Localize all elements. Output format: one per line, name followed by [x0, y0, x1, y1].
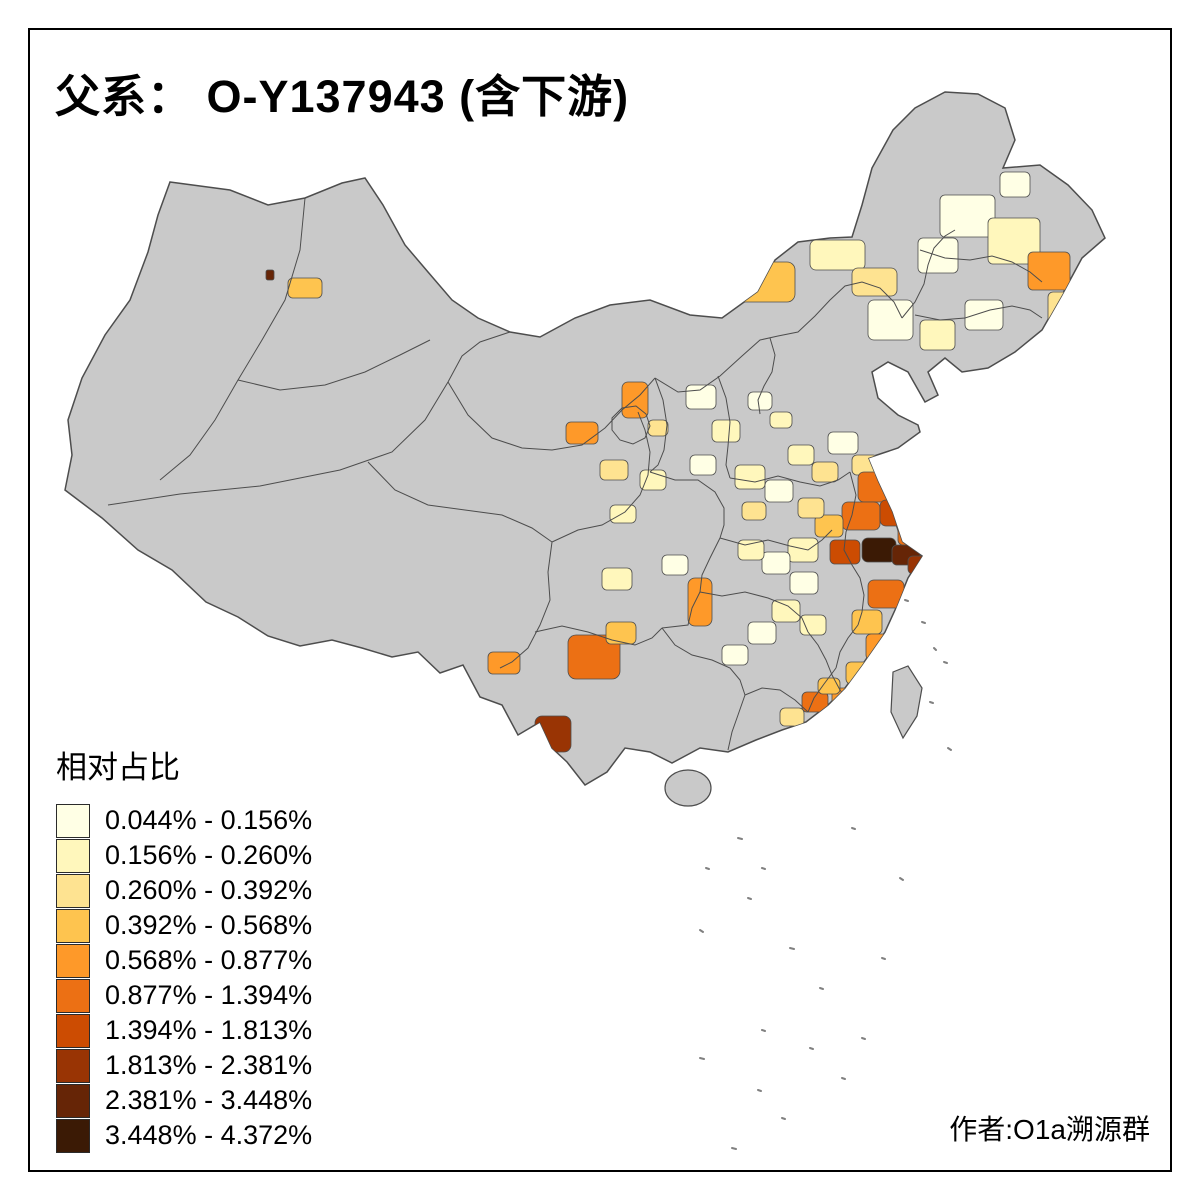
map-region	[689, 454, 717, 476]
map-region	[769, 411, 793, 429]
legend-swatch	[56, 1013, 90, 1048]
legend: 相对占比 0.044% - 0.156% 0.156% - 0.260% 0.2…	[56, 742, 312, 1153]
map-region	[699, 261, 796, 303]
province-borders	[107, 197, 1043, 751]
legend-label: 0.392% - 0.568%	[105, 910, 313, 940]
map-region	[851, 267, 898, 297]
region-yanbian	[1027, 251, 1071, 291]
map-region	[599, 459, 629, 481]
legend-title: 相对占比	[56, 750, 180, 785]
legend-label: 2.381% - 3.448%	[105, 1085, 313, 1115]
legend-label: 1.394% - 1.813%	[105, 1015, 313, 1045]
legend-label: 0.044% - 0.156%	[105, 805, 313, 835]
legend-swatch	[56, 838, 90, 873]
region-shanghai	[907, 555, 933, 575]
map-region	[851, 609, 883, 635]
legend-swatch	[56, 1118, 90, 1153]
legend-row: 0.568% - 0.877%	[56, 943, 312, 978]
map-region	[779, 707, 805, 727]
map-region	[601, 567, 633, 591]
legend-row: 1.394% - 1.813%	[56, 1013, 312, 1048]
legend-swatch	[56, 908, 90, 943]
legend-label: 0.877% - 1.394%	[105, 980, 313, 1010]
legend-swatch	[56, 943, 90, 978]
map-region	[747, 391, 773, 411]
map-region	[605, 621, 637, 645]
map-region	[845, 661, 875, 685]
map-region	[687, 577, 713, 627]
map-region	[487, 651, 521, 675]
map-region	[797, 497, 825, 519]
region-pearl-delta	[801, 691, 829, 713]
map-region	[827, 431, 859, 455]
legend-row: 3.448% - 4.372%	[56, 1118, 312, 1153]
legend-label: 0.260% - 0.392%	[105, 875, 313, 905]
map-region	[964, 299, 1004, 331]
legend-row: 1.813% - 2.381%	[56, 1048, 312, 1083]
legend-swatch	[56, 803, 90, 838]
map-region	[999, 171, 1031, 198]
map-region	[685, 384, 717, 410]
map-region	[711, 419, 741, 443]
map-region	[897, 524, 925, 546]
map-region	[565, 421, 599, 445]
legend-label: 3.448% - 4.372%	[105, 1120, 313, 1150]
legend-label: 1.813% - 2.381%	[105, 1050, 313, 1080]
legend-swatch	[56, 1083, 90, 1118]
map-region	[919, 319, 956, 351]
map-region	[787, 537, 819, 563]
map-region	[879, 499, 915, 527]
map-region	[814, 514, 844, 538]
map-region	[621, 381, 649, 419]
map-region	[789, 571, 819, 595]
map-region	[661, 554, 689, 576]
map-region	[787, 444, 815, 466]
legend-row: 0.877% - 1.394%	[56, 978, 312, 1013]
map-region	[771, 599, 801, 623]
map-region	[761, 551, 791, 575]
map-region	[939, 194, 996, 238]
map-region	[747, 621, 777, 645]
map-region	[609, 504, 637, 524]
map-region	[1047, 291, 1084, 325]
south-china-sea-islands	[699, 599, 952, 1150]
map-region	[721, 644, 749, 666]
legend-swatch	[56, 978, 90, 1013]
legend-row: 2.381% - 3.448%	[56, 1083, 312, 1118]
map-region	[737, 539, 765, 561]
legend-row: 0.156% - 0.260%	[56, 838, 312, 873]
map-region	[287, 277, 323, 299]
map-region	[809, 239, 866, 271]
map-region	[265, 269, 275, 281]
map-region	[647, 419, 669, 437]
taiwan-island	[890, 665, 923, 740]
map-region	[799, 614, 827, 636]
legend-row: 0.260% - 0.392%	[56, 873, 312, 908]
legend-row: 0.044% - 0.156%	[56, 803, 312, 838]
map-region	[987, 217, 1041, 265]
map-region	[857, 471, 899, 503]
page-title: 父系： O-Y137943 (含下游)	[55, 71, 630, 122]
map-region	[734, 464, 766, 490]
region-darkest	[861, 537, 897, 563]
region-yunnan-central	[567, 634, 621, 680]
legend-swatch	[56, 1048, 90, 1083]
map-region	[764, 479, 794, 503]
map-region	[811, 461, 839, 483]
legend-label: 0.156% - 0.260%	[105, 840, 313, 870]
hainan-island	[664, 769, 712, 807]
legend-label: 0.568% - 0.877%	[105, 945, 313, 975]
map-region	[741, 501, 767, 521]
map-region	[817, 677, 841, 695]
legend-swatch	[56, 873, 90, 908]
map-region	[867, 579, 905, 609]
author-credit: 作者:O1a溯源群	[949, 1114, 1150, 1145]
map-region	[867, 299, 914, 341]
legend-row: 0.392% - 0.568%	[56, 908, 312, 943]
region-yunnan-south	[534, 715, 572, 753]
